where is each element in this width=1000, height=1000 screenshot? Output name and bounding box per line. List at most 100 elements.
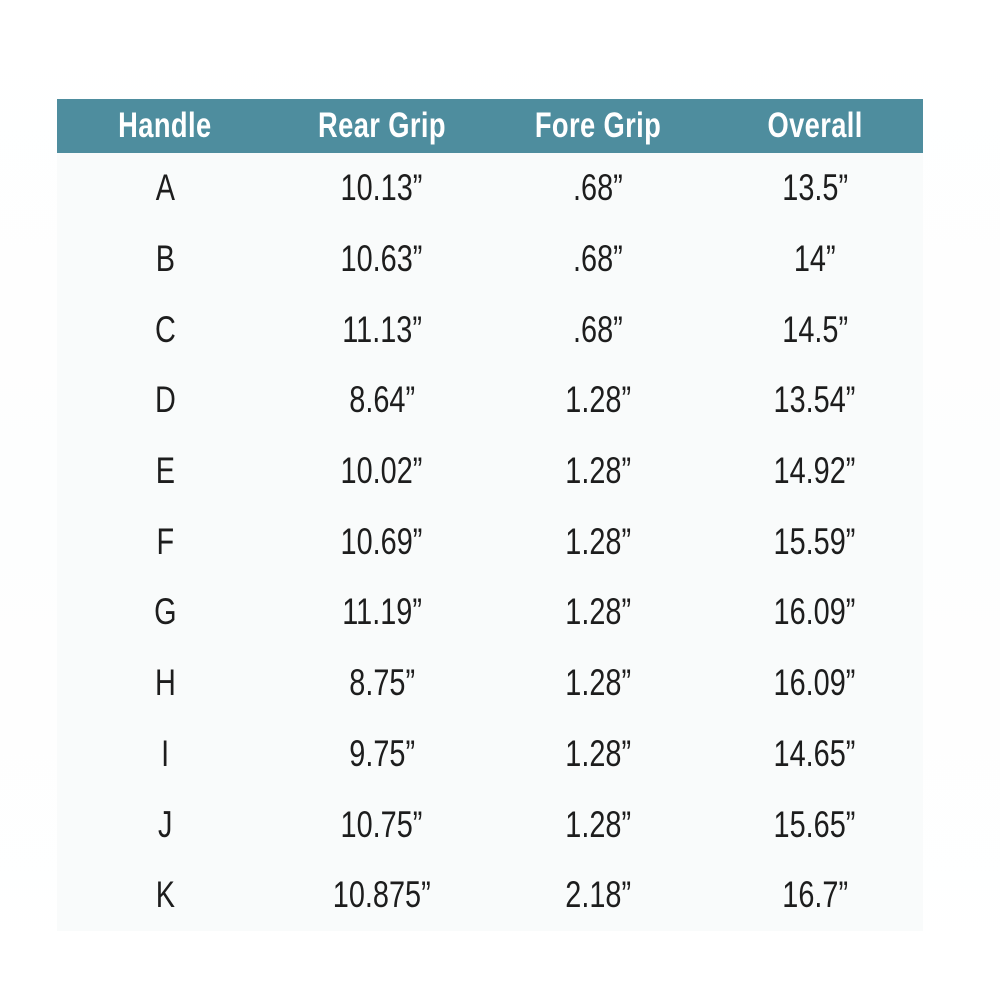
cell-overall: 16.7” [707, 874, 924, 916]
cell-value: 10.02” [340, 450, 423, 492]
cell-value: 14.65” [773, 732, 856, 774]
table-row-d: D 8.64” 1.28” 13.54” [57, 365, 923, 436]
cell-value: 15.59” [773, 520, 856, 562]
header-cell-fore-grip: Fore Grip [490, 106, 707, 146]
cell-value: 2.18” [565, 874, 632, 916]
table-row-h: H 8.75” 1.28” 16.09” [57, 648, 923, 719]
cell-value: 11.13” [341, 308, 422, 350]
cell-value: 14.92” [773, 450, 856, 492]
cell-value: 16.09” [773, 591, 856, 633]
header-label-overall: Overall [767, 106, 863, 145]
cell-value: 8.75” [348, 662, 415, 704]
cell-value: 10.75” [340, 803, 423, 845]
cell-value: 10.875” [332, 874, 431, 916]
cell-value: D [154, 379, 176, 421]
cell-value: 16.09” [773, 662, 856, 704]
cell-fore-grip: 1.28” [490, 662, 707, 704]
cell-value: 16.7” [781, 874, 848, 916]
table-row-f: F 10.69” 1.28” 15.59” [57, 506, 923, 577]
cell-overall: 14.5” [707, 309, 924, 351]
cell-fore-grip: 2.18” [490, 874, 707, 916]
cell-overall: 13.5” [707, 167, 924, 209]
cell-value: 1.28” [565, 732, 632, 774]
header-cell-rear-grip: Rear Grip [274, 106, 491, 146]
cell-overall: 14.65” [707, 733, 924, 775]
cell-value: 13.5” [781, 167, 848, 209]
cell-value: 14.5” [781, 308, 848, 350]
cell-handle: B [57, 238, 274, 280]
table-row-e: E 10.02” 1.28” 14.92” [57, 436, 923, 507]
table-row-i: I 9.75” 1.28” 14.65” [57, 719, 923, 790]
cell-value: E [155, 450, 175, 492]
cell-handle: C [57, 309, 274, 351]
cell-value: A [155, 167, 175, 209]
cell-value: 13.54” [773, 379, 856, 421]
cell-overall: 16.09” [707, 591, 924, 633]
cell-rear-grip: 10.13” [274, 167, 491, 209]
table-row-c: C 11.13” .68” 14.5” [57, 294, 923, 365]
cell-value: G [154, 591, 177, 633]
cell-rear-grip: 10.75” [274, 804, 491, 846]
cell-rear-grip: 8.64” [274, 379, 491, 421]
cell-handle: G [57, 591, 274, 633]
header-label-fore-grip: Fore Grip [535, 106, 662, 145]
cell-handle: I [57, 733, 274, 775]
cell-value: 11.19” [341, 591, 422, 633]
table-row-a: A 10.13” .68” 13.5” [57, 153, 923, 224]
cell-value: J [158, 803, 173, 845]
cell-overall: 14” [707, 238, 924, 280]
cell-rear-grip: 10.69” [274, 521, 491, 563]
cell-fore-grip: 1.28” [490, 450, 707, 492]
cell-value: B [155, 238, 175, 280]
cell-value: 10.63” [340, 238, 423, 280]
handle-size-table: Handle Rear Grip Fore Grip Overall A 10.13”.… [57, 99, 923, 931]
cell-value: 1.28” [565, 379, 632, 421]
cell-handle: A [57, 167, 274, 209]
cell-fore-grip: 1.28” [490, 379, 707, 421]
cell-fore-grip: .68” [490, 167, 707, 209]
header-cell-handle: Handle [57, 106, 274, 146]
cell-fore-grip: .68” [490, 238, 707, 280]
cell-overall: 14.92” [707, 450, 924, 492]
cell-handle: D [57, 379, 274, 421]
cell-handle: H [57, 662, 274, 704]
table-header: Handle Rear Grip Fore Grip Overall [57, 99, 923, 153]
cell-rear-grip: 11.19” [274, 591, 491, 633]
cell-value: 1.28” [565, 591, 632, 633]
table-row-k: K 10.875” 2.18” 16.7” [57, 860, 923, 931]
cell-rear-grip: 9.75” [274, 733, 491, 775]
table-row-j: J 10.75” 1.28” 15.65” [57, 789, 923, 860]
cell-value: 8.64” [348, 379, 415, 421]
cell-rear-grip: 10.875” [274, 874, 491, 916]
cell-overall: 16.09” [707, 662, 924, 704]
cell-overall: 13.54” [707, 379, 924, 421]
cell-value: .68” [573, 308, 624, 350]
cell-value: 9.75” [348, 732, 415, 774]
cell-value: .68” [573, 167, 624, 209]
header-cell-overall: Overall [707, 106, 924, 146]
cell-handle: J [57, 804, 274, 846]
cell-value: H [154, 662, 176, 704]
cell-value: F [156, 520, 175, 562]
cell-value: C [154, 308, 176, 350]
cell-fore-grip: .68” [490, 309, 707, 351]
cell-value: 1.28” [565, 520, 632, 562]
cell-value: 10.69” [340, 520, 423, 562]
table-row-g: G 11.19” 1.28” 16.09” [57, 577, 923, 648]
cell-fore-grip: 1.28” [490, 804, 707, 846]
cell-handle: F [57, 521, 274, 563]
cell-value: .68” [573, 238, 624, 280]
cell-value: 1.28” [565, 803, 632, 845]
cell-overall: 15.65” [707, 804, 924, 846]
cell-value: 14” [793, 238, 836, 280]
header-label-handle: Handle [118, 106, 212, 145]
header-label-rear-grip: Rear Grip [317, 106, 446, 145]
cell-rear-grip: 10.63” [274, 238, 491, 280]
cell-handle: K [57, 874, 274, 916]
cell-rear-grip: 10.02” [274, 450, 491, 492]
cell-fore-grip: 1.28” [490, 591, 707, 633]
cell-value: 10.13” [340, 167, 423, 209]
table-body: A 10.13” .68” 13.5” B 10.63” .68” 14” C 11.13” .68… [57, 153, 923, 931]
cell-fore-grip: 1.28” [490, 733, 707, 775]
